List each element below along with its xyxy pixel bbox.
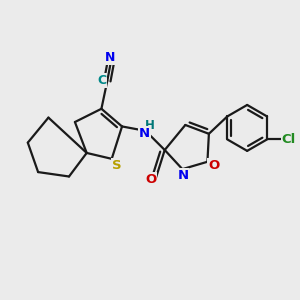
Text: N: N [139,127,150,140]
Text: N: N [105,51,116,64]
Text: S: S [112,159,122,172]
Text: H: H [145,119,154,132]
Text: C: C [98,74,106,87]
Text: O: O [208,159,220,172]
Text: O: O [145,173,156,186]
Text: Cl: Cl [281,133,296,146]
Text: N: N [177,169,188,182]
